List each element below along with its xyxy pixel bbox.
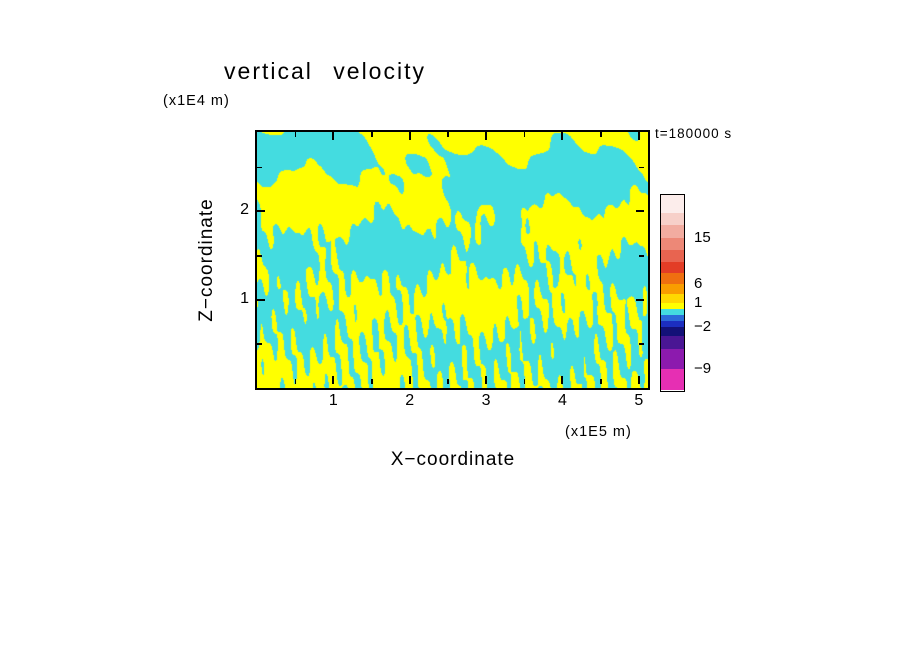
colorbar-segment [661,250,684,262]
colorbar-value-label: −2 [694,317,712,335]
colorbar-value-label: 1 [694,293,703,311]
x-major-tick [561,132,564,140]
z-axis-title: Z−coordinate [196,198,217,322]
z-tick-label: 2 [240,201,249,219]
plot-area: 1 2 3 4 5 1 2 [240,130,650,409]
z-minor-tick [639,166,644,169]
colorbar [660,194,685,392]
x-tick-label: 5 [634,392,644,409]
colorbar-segment [661,303,684,309]
time-annotation: t=180000 s [655,126,733,141]
x-minor-tick [600,132,602,137]
x-major-tick [408,132,411,140]
x-tick-label: 3 [481,392,491,409]
x-major-tick [485,132,488,140]
colorbar-value-label: 15 [694,228,711,246]
x-major-tick [408,376,411,384]
x-axis-units-label: (x1E5 m) [565,424,632,440]
z-minor-tick [639,343,644,345]
x-minor-tick [294,379,297,384]
colorbar-segment [661,294,684,303]
x-minor-tick [523,379,526,384]
x-minor-tick [371,132,373,137]
z-major-tick [257,210,265,213]
colorbar-segment [661,284,684,294]
x-major-tick [637,376,640,384]
z-major-tick [257,298,265,301]
colorbar-segment [661,238,684,250]
x-major-tick [332,376,335,384]
colorbar-segment [661,327,684,336]
z-major-tick [636,298,644,301]
colorbar-segment [661,273,684,284]
x-major-tick [485,376,488,384]
colorbar-value-label: 6 [694,274,703,292]
colorbar-segment [661,195,684,213]
z-minor-tick [639,255,644,257]
x-minor-tick [371,379,373,384]
colorbar-segment [661,309,684,315]
colorbar-segment [661,262,684,273]
x-minor-tick [447,132,449,137]
x-minor-tick [294,132,297,137]
colorbar-segment [661,349,684,369]
x-minor-tick [447,379,449,384]
x-minor-tick [523,132,526,137]
colorbar-segment [661,225,684,238]
colorbar-segment [661,315,684,321]
x-tick-label: 1 [328,392,338,409]
colorbar-segment [661,321,684,327]
z-major-tick [636,210,644,213]
x-major-tick [637,132,640,140]
z-minor-tick [257,255,262,257]
colorbar-segment [661,336,684,349]
x-tick-label: 4 [558,392,567,409]
x-tick-label: 2 [405,392,415,409]
z-minor-tick [257,343,262,345]
colorbar-segment [661,369,684,390]
colorbar-segment [661,213,684,225]
z-tick-label: 1 [240,289,249,307]
chart-title: vertical velocity [224,58,426,84]
x-major-tick [561,376,564,384]
colorbar-value-label: −9 [694,359,712,377]
z-axis-units-label: (x1E4 m) [163,93,230,109]
contour-field-canvas [257,132,648,388]
z-minor-tick [257,166,262,169]
x-axis-title: X−coordinate [390,449,516,470]
x-minor-tick [600,379,602,384]
x-major-tick [332,132,335,140]
